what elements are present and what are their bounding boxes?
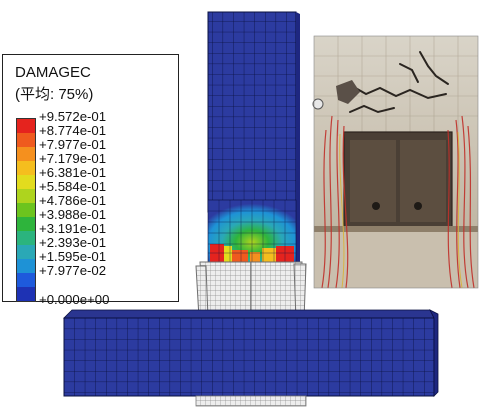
- legend-subtitle: (平均: 75%): [15, 86, 94, 103]
- column-right-face: [296, 12, 300, 262]
- beam-front-face: [63, 317, 435, 397]
- beam-right-end: [429, 309, 439, 397]
- damage-legend: DAMAGEC (平均: 75%) +9.572e-01 +8.774e-01 +7…: [2, 54, 179, 307]
- test-photo: [312, 35, 479, 289]
- column: [207, 11, 300, 263]
- legend-swatch: [17, 287, 35, 301]
- photo-jacket-panel-left: [350, 140, 396, 222]
- legend-value-label: +9.572e-01: [39, 109, 107, 124]
- photo-bolt-right: [414, 202, 422, 210]
- legend-value-label: +7.179e-01: [39, 151, 107, 166]
- legend-value-label: +8.774e-01: [39, 123, 107, 138]
- legend-swatch: [17, 119, 35, 133]
- damage-band-yellow: [224, 246, 232, 262]
- legend-value-label: +1.595e-01: [39, 249, 107, 264]
- photo-wires: [321, 115, 475, 289]
- beam-top-face: [63, 309, 435, 319]
- legend-value-label: +3.988e-01: [39, 207, 107, 222]
- legend-swatch: [17, 189, 35, 203]
- photo-bolt-left: [372, 202, 380, 210]
- photo-border: [313, 35, 479, 289]
- damage-zone-gridlines: [208, 200, 296, 262]
- photo-spall: [336, 80, 360, 104]
- beam: [63, 309, 439, 407]
- damage-hotspot-mid: [250, 252, 260, 262]
- photo-gauge-icon: [312, 98, 324, 110]
- legend-value-labels: +9.572e-01 +8.774e-01 +7.977e-01 +7.179e-01…: [39, 109, 109, 307]
- legend-swatch: [17, 203, 35, 217]
- legend-swatch: [17, 161, 35, 175]
- legend-value-label: +3.191e-01: [39, 221, 107, 236]
- photo-beam-top: [314, 226, 478, 232]
- legend-value-label: +7.977e-01: [39, 137, 107, 152]
- legend-value-label: +0.000e+00: [39, 292, 110, 307]
- damage-hotspot-mid-left: [232, 250, 248, 262]
- legend-color-bar: [16, 118, 36, 302]
- legend-swatch: [17, 217, 35, 231]
- column-upper-mesh: [207, 11, 297, 213]
- damage-band-orange: [262, 248, 276, 262]
- legend-swatch: [17, 147, 35, 161]
- photo-jacket-panel-right: [400, 140, 446, 222]
- legend-value-label: +7.977e-02: [39, 263, 107, 278]
- legend-swatch: [17, 175, 35, 189]
- legend-swatch: [17, 231, 35, 245]
- legend-title: DAMAGEC: [15, 64, 91, 81]
- legend-value-label: +4.786e-01: [39, 193, 107, 208]
- beam-bottom-strip: [195, 395, 307, 407]
- photo-wires-yellow: [339, 131, 463, 289]
- legend-value-label: +6.381e-01: [39, 165, 107, 180]
- legend-swatch: [17, 245, 35, 259]
- legend-swatch: [17, 273, 35, 287]
- legend-swatch: [17, 133, 35, 147]
- legend-value-label: +5.584e-01: [39, 179, 107, 194]
- legend-swatch: [17, 259, 35, 273]
- legend-value-label: +2.393e-01: [39, 235, 107, 250]
